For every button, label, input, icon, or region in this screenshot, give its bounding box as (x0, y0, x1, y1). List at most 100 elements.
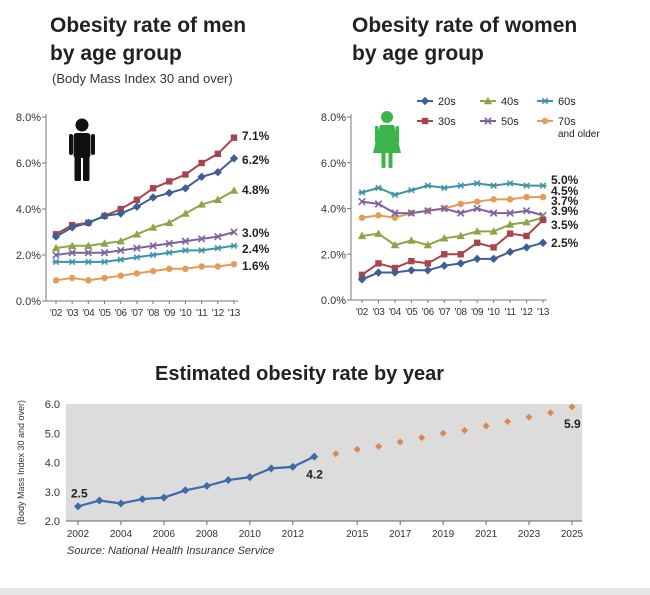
data-point-20s (407, 266, 416, 275)
data-point-40s (390, 240, 400, 249)
data-point-60s (84, 258, 93, 266)
data-point-60s (133, 254, 141, 261)
data-point-50s (100, 248, 109, 257)
data-point-60s (358, 189, 366, 196)
legend-label: 50s (501, 116, 519, 128)
data-point-30s (473, 239, 481, 247)
data-point-40s (51, 243, 61, 252)
data-point-60s (230, 242, 238, 250)
data-point-40s (197, 200, 206, 208)
man-icon (69, 118, 95, 181)
actual-point (95, 496, 104, 505)
data-point-50s (489, 209, 498, 217)
x-tick-label: '06 (115, 308, 128, 319)
series-line-20s (361, 241, 544, 281)
data-point-40s (148, 223, 158, 231)
legend-label: 40s (501, 96, 519, 108)
data-point-70s (149, 267, 157, 275)
x-tick-label: '04 (389, 307, 402, 315)
actual-point (116, 499, 125, 508)
data-point-60s (391, 191, 399, 199)
x-tick-label: '07 (131, 308, 144, 319)
forecast-point (525, 413, 533, 421)
x-tick-label: 2002 (67, 529, 90, 540)
data-point-30s (358, 271, 366, 279)
data-point-30s (523, 232, 530, 240)
x-tick-label: '05 (405, 307, 418, 315)
data-point-20s (357, 275, 367, 284)
series-20s (51, 154, 239, 241)
data-point-40s (423, 240, 433, 249)
series-40s (357, 213, 548, 249)
data-point-20s (100, 211, 109, 221)
data-point-20s (522, 243, 531, 252)
data-point-70s (457, 200, 464, 208)
data-point-60s (424, 182, 432, 189)
data-point-70s (214, 263, 222, 270)
legend-item-60s: 60s (537, 96, 576, 108)
data-point-70s (375, 212, 382, 219)
data-point-40s (165, 218, 174, 226)
men-title-line1: Obesity rate of men (50, 14, 247, 37)
data-point-60s (489, 182, 498, 189)
data-point-50s (424, 207, 432, 215)
data-point-40s (100, 239, 109, 247)
x-tick-label: '02 (50, 308, 63, 319)
data-point-50s (84, 248, 93, 257)
data-point-50s (506, 209, 514, 217)
data-point-20s (440, 261, 449, 270)
legend-marker (541, 117, 549, 125)
data-point-30s (230, 134, 238, 141)
data-point-20s (116, 209, 125, 218)
data-point-20s (390, 268, 400, 277)
data-point-30s (391, 264, 399, 272)
actual-point (138, 495, 147, 504)
legend-label: 60s (558, 96, 576, 108)
x-tick-label: 2023 (518, 529, 541, 540)
end-label-50s: 3.0% (242, 226, 270, 240)
x-tick-label: '11 (196, 308, 208, 319)
series-50s (52, 228, 238, 259)
data-point-40s (374, 229, 383, 237)
data-point-30s (490, 244, 497, 251)
end-label-40s: 4.8% (242, 183, 270, 197)
start-value-label: 2.5 (71, 486, 88, 500)
data-point-50s (149, 242, 157, 250)
data-point-60s (374, 184, 383, 192)
data-point-20s (197, 172, 206, 181)
data-point-60s (440, 184, 448, 192)
data-point-60s (473, 180, 481, 187)
y-tick-label: 2.0 (45, 516, 60, 528)
legend-marker (421, 117, 429, 125)
y-tick-label: 0.0% (16, 296, 41, 308)
data-point-30s (375, 260, 382, 267)
forecast-point (568, 403, 576, 411)
y-tick-label: 6.0% (16, 158, 41, 170)
legend-item-30s: 30s (417, 116, 456, 128)
data-point-70s (490, 196, 497, 203)
x-tick-label: '04 (82, 308, 95, 319)
data-point-70s (133, 270, 141, 277)
data-point-60s (457, 182, 465, 189)
x-tick-label: '08 (147, 308, 160, 319)
women-chart-title: Obesity rate of women by age group (352, 12, 577, 68)
forecast-point (439, 429, 447, 437)
data-point-70s (182, 265, 189, 272)
series-line-70s (361, 196, 543, 219)
data-point-50s (456, 209, 465, 217)
data-point-40s (357, 231, 367, 240)
series-40s (51, 186, 239, 252)
series-line-40s (361, 216, 544, 247)
x-tick-label: '12 (212, 308, 225, 319)
men-chart-title: Obesity rate of men by age group (50, 12, 246, 68)
data-point-40s (84, 241, 93, 249)
y-tick-label: 2.0% (16, 250, 41, 262)
series-20s (357, 238, 548, 284)
data-point-50s (197, 235, 206, 243)
series-30s (358, 216, 547, 279)
x-tick-label: '03 (372, 307, 385, 315)
forecast-point (418, 434, 426, 442)
legend-marker (541, 97, 549, 105)
data-point-20s (84, 218, 93, 227)
data-point-20s (181, 184, 190, 193)
